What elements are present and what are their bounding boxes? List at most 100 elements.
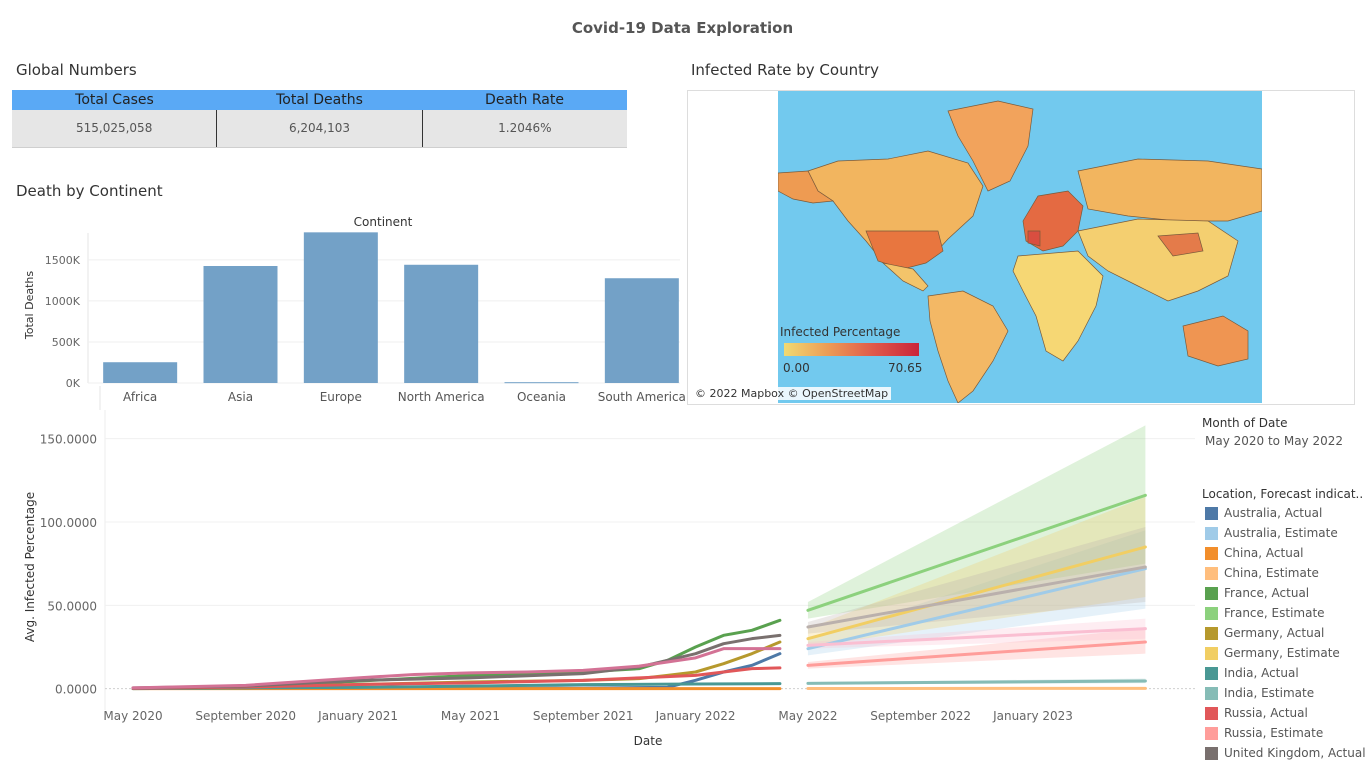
bar-category-label: Oceania bbox=[517, 390, 566, 404]
line-x-tick-label: January 2023 bbox=[992, 709, 1073, 723]
global-numbers-row: 515,025,058 6,204,103 1.2046% bbox=[12, 110, 627, 148]
legend-swatch bbox=[1205, 726, 1218, 740]
bar-y-tick-label: 0K bbox=[66, 377, 81, 390]
russia[interactable] bbox=[1077, 158, 1262, 222]
legend-swatch bbox=[1205, 746, 1218, 760]
continent-bar-chart: Continent 0K 500K 1000K 1500K Total Deaths Afr… bbox=[23, 215, 686, 410]
legend-item[interactable]: Germany, Actual bbox=[1205, 623, 1365, 643]
line-russia-estimate bbox=[806, 640, 1147, 667]
bar-asia bbox=[203, 266, 278, 383]
line-y-axis-label: Avg. Infected Percentage bbox=[23, 492, 37, 642]
mongolia[interactable] bbox=[1157, 232, 1204, 257]
legend-label: Germany, Estimate bbox=[1224, 646, 1340, 660]
world-map[interactable] bbox=[778, 91, 1262, 403]
line-x-tick-label: January 2021 bbox=[317, 709, 398, 723]
legend-item[interactable]: United Kingdom, Actual bbox=[1205, 743, 1365, 763]
legend-swatch bbox=[1205, 506, 1218, 520]
map-title: Infected Rate by Country bbox=[691, 61, 880, 79]
bar-south-america bbox=[604, 278, 679, 383]
global-numbers-title: Global Numbers bbox=[16, 61, 137, 79]
legend-item[interactable]: United Kingdom, Estimate bbox=[1205, 763, 1365, 767]
total-cases-value[interactable]: 515,025,058 bbox=[75, 121, 153, 135]
bar-north-america bbox=[404, 264, 479, 383]
legend-label: France, Estimate bbox=[1224, 606, 1325, 620]
bar-africa bbox=[103, 362, 178, 383]
continent-chart-title: Death by Continent bbox=[16, 182, 163, 200]
global-numbers-table: Total Cases Total Deaths Death Rate 515,… bbox=[12, 90, 627, 148]
legend-item[interactable]: France, Estimate bbox=[1205, 603, 1365, 623]
legend-swatch bbox=[1205, 526, 1218, 540]
legend-label: Russia, Estimate bbox=[1224, 726, 1324, 740]
africa[interactable] bbox=[1012, 250, 1104, 362]
legend-item[interactable]: Russia, Estimate bbox=[1205, 723, 1365, 743]
line-united-states-actual bbox=[131, 647, 782, 690]
total-deaths-value[interactable]: 6,204,103 bbox=[216, 110, 421, 147]
legend-swatch bbox=[1205, 666, 1218, 680]
line-russia-actual bbox=[131, 666, 782, 690]
total-cases-header[interactable]: Total Cases bbox=[75, 92, 154, 108]
legend-label: India, Estimate bbox=[1224, 686, 1315, 700]
legend-swatch bbox=[1205, 586, 1218, 600]
bar-europe bbox=[303, 232, 378, 383]
legend-item[interactable]: Russia, Actual bbox=[1205, 703, 1365, 723]
legend-item[interactable]: China, Estimate bbox=[1205, 563, 1365, 583]
legend-swatch bbox=[1205, 606, 1218, 620]
infected-line-chart: 0.0000 50.0000 100.0000 150.0000 May 2020 Sep… bbox=[23, 410, 1195, 748]
bar-y-axis-label: Total Deaths bbox=[23, 271, 36, 340]
legend-label: Russia, Actual bbox=[1224, 706, 1308, 720]
france[interactable] bbox=[1027, 230, 1041, 247]
legend-item[interactable]: Australia, Estimate bbox=[1205, 523, 1365, 543]
united-states[interactable] bbox=[865, 230, 944, 270]
bar-category-label: Africa bbox=[123, 390, 157, 404]
line-x-tick-label: January 2022 bbox=[655, 709, 736, 723]
legend-label: France, Actual bbox=[1224, 586, 1310, 600]
greenland[interactable] bbox=[947, 100, 1034, 192]
map-legend-title: Infected Percentage bbox=[780, 325, 901, 339]
line-australia-estimate bbox=[806, 567, 1147, 651]
line-x-tick-label: September 2022 bbox=[870, 709, 971, 723]
bar-category-label: South America bbox=[598, 390, 686, 404]
bar-oceania bbox=[504, 382, 579, 384]
map-legend-max: 70.65 bbox=[888, 361, 923, 375]
line-germany-actual bbox=[131, 640, 782, 690]
south-america[interactable] bbox=[927, 290, 1009, 403]
australia[interactable] bbox=[1182, 315, 1249, 367]
legend-swatch bbox=[1205, 646, 1218, 660]
bar-category-label: North America bbox=[398, 390, 485, 404]
line-y-tick-label: 150.0000 bbox=[40, 433, 97, 447]
bar-chart-title: Continent bbox=[354, 215, 413, 229]
death-rate-value[interactable]: 1.2046% bbox=[421, 110, 627, 147]
legend-label: United Kingdom, Actual bbox=[1224, 746, 1365, 760]
alaska[interactable] bbox=[778, 170, 835, 204]
bar-y-tick-label: 500K bbox=[52, 336, 81, 349]
legend-label: China, Actual bbox=[1224, 546, 1304, 560]
legend-swatch bbox=[1205, 686, 1218, 700]
mexico[interactable] bbox=[881, 262, 929, 292]
total-deaths-header[interactable]: Total Deaths bbox=[276, 92, 363, 108]
line-x-tick-label: September 2021 bbox=[533, 709, 634, 723]
legend-swatch bbox=[1205, 566, 1218, 580]
line-india-estimate bbox=[806, 679, 1147, 685]
death-rate-header[interactable]: Death Rate bbox=[485, 92, 564, 108]
legend-swatch bbox=[1205, 546, 1218, 560]
legend-label: China, Estimate bbox=[1224, 566, 1319, 580]
legend-item[interactable]: Australia, Actual bbox=[1205, 503, 1365, 523]
line-y-tick-label: 100.0000 bbox=[40, 516, 97, 530]
location-legend: Australia, Actual Australia, Estimate Chin… bbox=[1205, 503, 1365, 767]
line-germany-estimate bbox=[806, 545, 1147, 641]
dashboard-title: Covid-19 Data Exploration bbox=[571, 19, 794, 37]
legend-label: Australia, Actual bbox=[1224, 506, 1323, 520]
line-x-axis-label: Date bbox=[634, 734, 663, 748]
band-germany-estimate bbox=[807, 497, 1146, 647]
map-attribution[interactable]: © 2022 Mapbox © OpenStreetMap bbox=[692, 387, 892, 400]
legend-item[interactable]: China, Actual bbox=[1205, 543, 1365, 563]
world-map-graphic bbox=[778, 91, 1262, 403]
legend-item[interactable]: India, Actual bbox=[1205, 663, 1365, 683]
line-france-estimate bbox=[806, 493, 1147, 612]
legend-item[interactable]: France, Actual bbox=[1205, 583, 1365, 603]
band-united-kingdom-estimate bbox=[807, 527, 1146, 634]
bar-category-label: Europe bbox=[320, 390, 362, 404]
legend-item[interactable]: India, Estimate bbox=[1205, 683, 1365, 703]
month-filter-value[interactable]: May 2020 to May 2022 bbox=[1205, 434, 1343, 448]
legend-item[interactable]: Germany, Estimate bbox=[1205, 643, 1365, 663]
